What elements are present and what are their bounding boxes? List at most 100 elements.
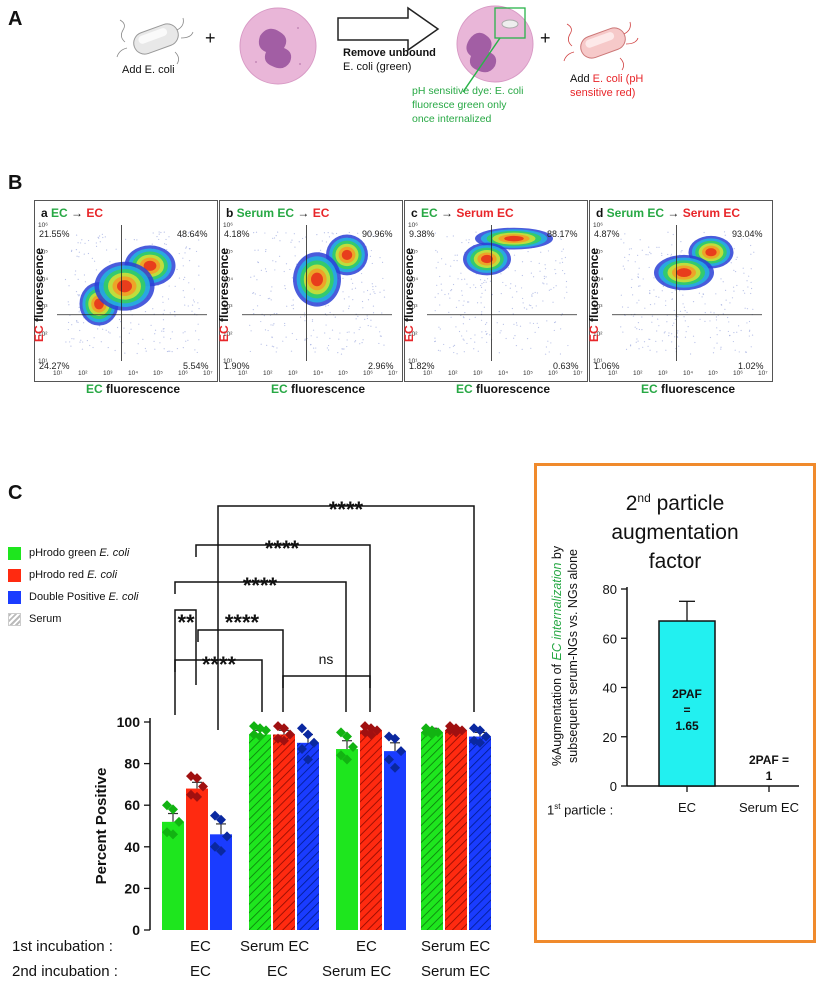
data-point (168, 829, 178, 840)
bar-0-3 (421, 732, 443, 930)
data-point (210, 841, 220, 852)
bar-2-2 (384, 751, 406, 930)
y-tick-label: 10⁵ (593, 249, 603, 256)
y-tick-label: 40 (124, 839, 140, 855)
data-point (285, 729, 295, 740)
ph-dye-note-line-2: fluoresce green only (412, 99, 507, 111)
data-point (192, 791, 202, 802)
x-tick-label: 10³ (473, 370, 483, 377)
quadrant-percent-br: 2.96% (368, 361, 394, 371)
bar-0-0 (162, 821, 184, 930)
x-tick-label: 10⁶ (733, 370, 743, 377)
x-tick-label: 10⁶ (363, 370, 373, 377)
flow-plot-a: a EC → EC 10¹ 10² 10³ 10⁴ 10⁵ 10⁶ 10⁷ 10¹ 10² 10³ 1… (34, 200, 218, 382)
quadrant-percent-br: 1.02% (738, 361, 764, 371)
first-incubation-serum-ec-4: Serum EC (421, 938, 491, 955)
x-tick-label: 10² (263, 370, 273, 377)
data-point (481, 731, 491, 742)
ph-dye-note: pH sensitive dye: E. coli fluoresce gree… (412, 84, 523, 126)
y-tick-label: 10⁴ (593, 276, 603, 283)
y-tick-label: 10² (38, 331, 48, 338)
x-tick-label: 10⁵ (338, 370, 348, 377)
first-incubation-ec-3: EC (356, 938, 377, 955)
data-point (303, 754, 313, 765)
x-tick-label: 10⁷ (388, 370, 398, 377)
bar-annotation-1: = (683, 703, 690, 717)
quadrant-percent-bl: 1.06% (594, 361, 620, 371)
panel-a-letter: A (8, 8, 23, 30)
bar-0-2 (336, 749, 358, 930)
data-point (451, 727, 461, 738)
significance-label: ns (319, 651, 334, 667)
quadrant-percent-bl: 1.90% (224, 361, 250, 371)
quadrant-percent-tr: 90.96% (362, 229, 393, 239)
y-tick-label: 20 (603, 730, 617, 745)
data-point (162, 800, 172, 811)
x-tick-label: EC (678, 800, 696, 815)
legend-item-red: pHrodo red E. coli (8, 564, 138, 586)
x-tick-label: 10⁴ (313, 370, 323, 377)
data-point (475, 737, 485, 748)
quadrant-percent-tl: 4.18% (224, 229, 250, 239)
augmentation-chart: 0 20 40 60 80 EC Serum EC 2PAF = 1.65 2PAF = 1 (603, 582, 799, 815)
x-tick-label: 10⁴ (683, 370, 693, 377)
data-point (273, 721, 283, 732)
data-point (348, 741, 358, 752)
x-tick-label: Serum EC (739, 800, 799, 815)
quadrant-percent-tr: 48.64% (177, 229, 208, 239)
data-point (309, 737, 319, 748)
augmentation-title: 2nd particle augmentation factor (611, 491, 739, 573)
y-tick-label: 60 (124, 797, 140, 813)
x-tick-label: 10¹ (53, 370, 63, 377)
y-tick-label: 80 (124, 756, 140, 772)
y-tick-label: 0 (610, 779, 617, 794)
data-point (279, 723, 289, 734)
legend-item-green: pHrodo green E. coli (8, 542, 138, 564)
first-particle-label: 1st particle : (547, 802, 614, 818)
data-point (261, 725, 271, 736)
neutrophil-internalized-icon (456, 5, 534, 93)
bar-annotation-1: 1.65 (675, 719, 699, 733)
augmentation-factor-box: 2nd particle augmentation factor %Augmen… (534, 463, 816, 943)
data-point (433, 727, 443, 738)
y-tick-label: 0 (132, 922, 140, 938)
data-point (475, 725, 485, 736)
legend-label: Serum (29, 613, 62, 625)
flow-plot-title: d Serum EC → Serum EC (596, 206, 741, 220)
flow-density-plot: 10¹ 10² 10³ 10⁴ 10⁵ 10⁶ 10⁷ 10¹ 10² 10³ 10⁴ 10⁵ 10⁶ (38, 222, 213, 377)
flow-density-plot: 10¹ 10² 10³ 10⁴ 10⁵ 10⁶ 10⁷ 10¹ 10² 10³ 10⁴ 10⁵ 10⁶ (408, 222, 583, 377)
process-arrow-icon (337, 6, 440, 52)
y-tick-label: 10⁵ (223, 249, 233, 256)
data-point (216, 814, 226, 825)
x-tick-label: 10³ (288, 370, 298, 377)
y-tick-label: 10¹ (38, 358, 48, 365)
quadrant-percent-tr: 93.04% (732, 229, 763, 239)
flow-plot-d: d Serum EC → Serum EC 10¹ 10² 10³ 10⁴ 10⁵ 10⁶ 1… (589, 200, 773, 382)
flow-y-axis-label: EC fluorescence (32, 247, 46, 342)
flow-x-axis-label: EC fluorescence (86, 382, 181, 396)
quadrant-percent-bl: 24.27% (39, 361, 70, 371)
data-point (336, 750, 346, 761)
y-tick-label: 10⁵ (38, 249, 48, 256)
second-incubation-ec-1: EC (190, 963, 211, 980)
y-tick-label: 10¹ (223, 358, 233, 365)
data-point (384, 754, 394, 765)
flow-density-plot: 10¹ 10² 10³ 10⁴ 10⁵ 10⁶ 10⁷ 10¹ 10² 10³ 10⁴ 10⁵ 10⁶ (223, 222, 398, 377)
y-tick-label: 10⁶ (593, 222, 603, 229)
y-tick-label: 20 (124, 880, 140, 896)
bar-annotation-1: 2PAF (672, 687, 702, 701)
plus-sign: + (205, 28, 216, 48)
panel-b-letter: B (8, 172, 23, 194)
y-axis-title: Percent Positive (93, 768, 110, 885)
add-ecoli-label: Add E. coli (122, 64, 175, 76)
legend-label: pHrodo red E. coli (29, 569, 118, 581)
y-tick-label: 10⁶ (38, 222, 48, 229)
bar-1-2 (360, 730, 382, 930)
second-incubation-serum-ec-4: Serum EC (421, 963, 491, 980)
legend-item-blue: Double Positive E. coli (8, 586, 138, 608)
y-tick-label: 10¹ (593, 358, 603, 365)
significance-label: **** (202, 652, 237, 677)
y-tick-label: 10³ (593, 304, 603, 311)
data-point (297, 723, 307, 734)
